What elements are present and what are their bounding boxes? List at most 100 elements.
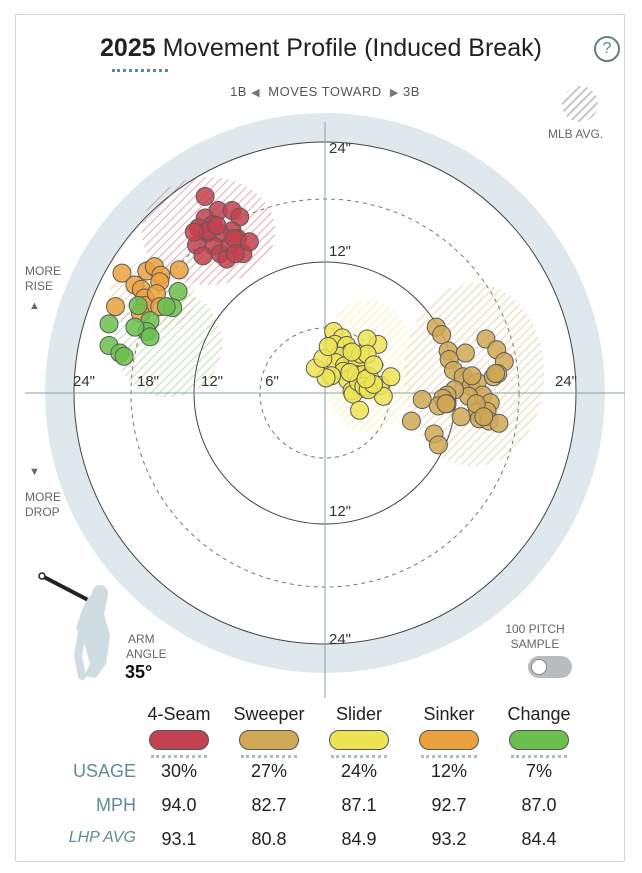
- pitch-point-4-seam[interactable]: [207, 216, 227, 236]
- ring-label-top-inner: 12": [329, 243, 351, 260]
- pitch-point-slider[interactable]: [364, 355, 384, 375]
- left-triangle-icon: ◀: [251, 87, 261, 99]
- arm-angle-label: ARM ANGLE: [126, 632, 167, 662]
- pitch-point-change[interactable]: [128, 296, 148, 316]
- pitch-mph-3: 92.7: [431, 795, 467, 815]
- mlb-avg-label: MLB AVG.: [548, 127, 604, 141]
- pitch-point-4-seam[interactable]: [195, 186, 215, 206]
- title-underline: [112, 69, 168, 72]
- usage-underline-3: [421, 755, 477, 758]
- pitch-point-sweeper[interactable]: [432, 325, 452, 345]
- ring-label-top: 24": [329, 140, 351, 157]
- pitch-usage-2: 24%: [340, 761, 378, 781]
- pitch-lhp-avg-0: 93.1: [161, 829, 197, 849]
- pitch-usage-1: 27%: [250, 761, 288, 781]
- usage-underline-0: [151, 755, 207, 758]
- pitch-name-1: Sweeper: [233, 704, 305, 724]
- pitch-color-pill-4[interactable]: [509, 730, 569, 750]
- pitch-name-0: 4-Seam: [147, 704, 211, 724]
- pitch-usage-0: 30%: [160, 761, 198, 781]
- mlb-avg-swatch-icon: [562, 86, 598, 122]
- pitch-point-slider[interactable]: [350, 400, 370, 420]
- pitch-point-sinker[interactable]: [112, 263, 132, 283]
- direction-middle-label: MOVES TOWARD: [268, 84, 382, 99]
- pitch-point-sweeper[interactable]: [412, 389, 432, 409]
- pitch-point-sweeper[interactable]: [451, 407, 471, 427]
- pitch-mph-0: 94.0: [161, 795, 197, 815]
- right-triangle-icon: ▶: [389, 87, 399, 99]
- more-rise-label: MORE RISE: [25, 264, 61, 294]
- page-title: 2025 Movement Profile (Induced Break): [0, 34, 642, 63]
- down-triangle-icon: ▼: [29, 466, 40, 478]
- usage-row-label: USAGE: [72, 761, 136, 781]
- pitch-color-pill-3[interactable]: [419, 730, 479, 750]
- pitch-lhp-avg-2: 84.9: [341, 829, 377, 849]
- pitch-point-change[interactable]: [99, 314, 119, 334]
- more-rise-line2: RISE: [25, 279, 54, 293]
- pitch-point-sweeper[interactable]: [455, 343, 475, 363]
- pitch-point-change[interactable]: [125, 317, 145, 337]
- pitch-point-sweeper[interactable]: [474, 407, 494, 427]
- pitch-point-change[interactable]: [114, 346, 134, 366]
- more-drop-line2: DROP: [25, 505, 60, 519]
- pitch-point-sweeper[interactable]: [436, 394, 456, 414]
- pitch-point-sweeper[interactable]: [462, 366, 482, 386]
- ring-label-bottom: 24": [329, 631, 351, 648]
- mph-row-label: MPH: [96, 795, 136, 815]
- pitch-name-2: Slider: [335, 704, 383, 724]
- ring-label-left-outer: 24": [73, 373, 95, 390]
- lhp-row-label: LHP AVG: [68, 829, 136, 846]
- usage-underline-4: [511, 755, 567, 758]
- pitch-point-sweeper[interactable]: [401, 411, 421, 431]
- pitcher-silhouette-icon: [38, 572, 110, 680]
- pitch-point-change[interactable]: [140, 327, 160, 347]
- pitch-point-sweeper[interactable]: [486, 364, 506, 384]
- more-rise-line1: MORE: [25, 264, 61, 278]
- pitch-mph-4: 87.0: [521, 795, 557, 815]
- pitch-lhp-avg-3: 93.2: [431, 829, 467, 849]
- pitch-name-3: Sinker: [423, 704, 475, 724]
- card-frame: [15, 14, 625, 862]
- pitch-lhp-avg-1: 80.8: [251, 829, 287, 849]
- pitch-point-slider[interactable]: [340, 362, 360, 382]
- pitch-point-4-seam[interactable]: [225, 244, 245, 264]
- pitch-point-slider[interactable]: [318, 337, 338, 357]
- sample-label-line1: 100 PITCH: [505, 622, 565, 636]
- pitch-point-4-seam[interactable]: [239, 232, 259, 252]
- title-text: Movement Profile (Induced Break): [162, 34, 542, 62]
- ring-label-bottom-inner: 12": [329, 503, 351, 520]
- help-icon[interactable]: ?: [594, 36, 620, 62]
- pitch-point-change[interactable]: [156, 297, 176, 317]
- pitch-color-pill-2[interactable]: [329, 730, 389, 750]
- pitch-mph-2: 87.1: [341, 795, 377, 815]
- ring-label-left-mid: 18": [137, 373, 159, 390]
- ring-label-left-core: 6": [265, 373, 279, 390]
- usage-underline-1: [241, 755, 297, 758]
- pitch-point-sweeper[interactable]: [428, 435, 448, 455]
- pitch-point-4-seam[interactable]: [184, 222, 204, 242]
- pitch-usage-4: 7%: [525, 761, 552, 781]
- more-drop-line1: MORE: [25, 490, 61, 504]
- pitch-point-slider[interactable]: [381, 367, 401, 387]
- pitch-usage-3: 12%: [430, 761, 468, 781]
- more-drop-label: MORE DROP: [25, 490, 61, 520]
- pitch-color-pill-1[interactable]: [239, 730, 299, 750]
- arm-angle-line2: ANGLE: [126, 647, 167, 661]
- sample-label: 100 PITCH SAMPLE: [495, 622, 575, 652]
- sample-toggle[interactable]: [528, 656, 572, 678]
- ring-label-left-inner: 12": [201, 373, 223, 390]
- pitch-name-4: Change: [507, 704, 571, 724]
- pitch-lhp-avg-4: 84.4: [521, 829, 557, 849]
- direction-left-label: 1B: [230, 84, 247, 99]
- pitch-point-slider[interactable]: [342, 342, 362, 362]
- pitch-point-change[interactable]: [168, 281, 188, 301]
- arm-angle-line1: ARM: [128, 632, 155, 646]
- title-year: 2025: [100, 34, 156, 62]
- pitch-point-sinker[interactable]: [169, 260, 189, 280]
- pitch-color-pill-0[interactable]: [149, 730, 209, 750]
- pitch-point-sinker[interactable]: [105, 297, 125, 317]
- sample-label-line2: SAMPLE: [510, 637, 560, 651]
- direction-indicator: 1B ◀ MOVES TOWARD ▶ 3B: [0, 84, 642, 99]
- pitch-point-4-seam[interactable]: [193, 246, 213, 266]
